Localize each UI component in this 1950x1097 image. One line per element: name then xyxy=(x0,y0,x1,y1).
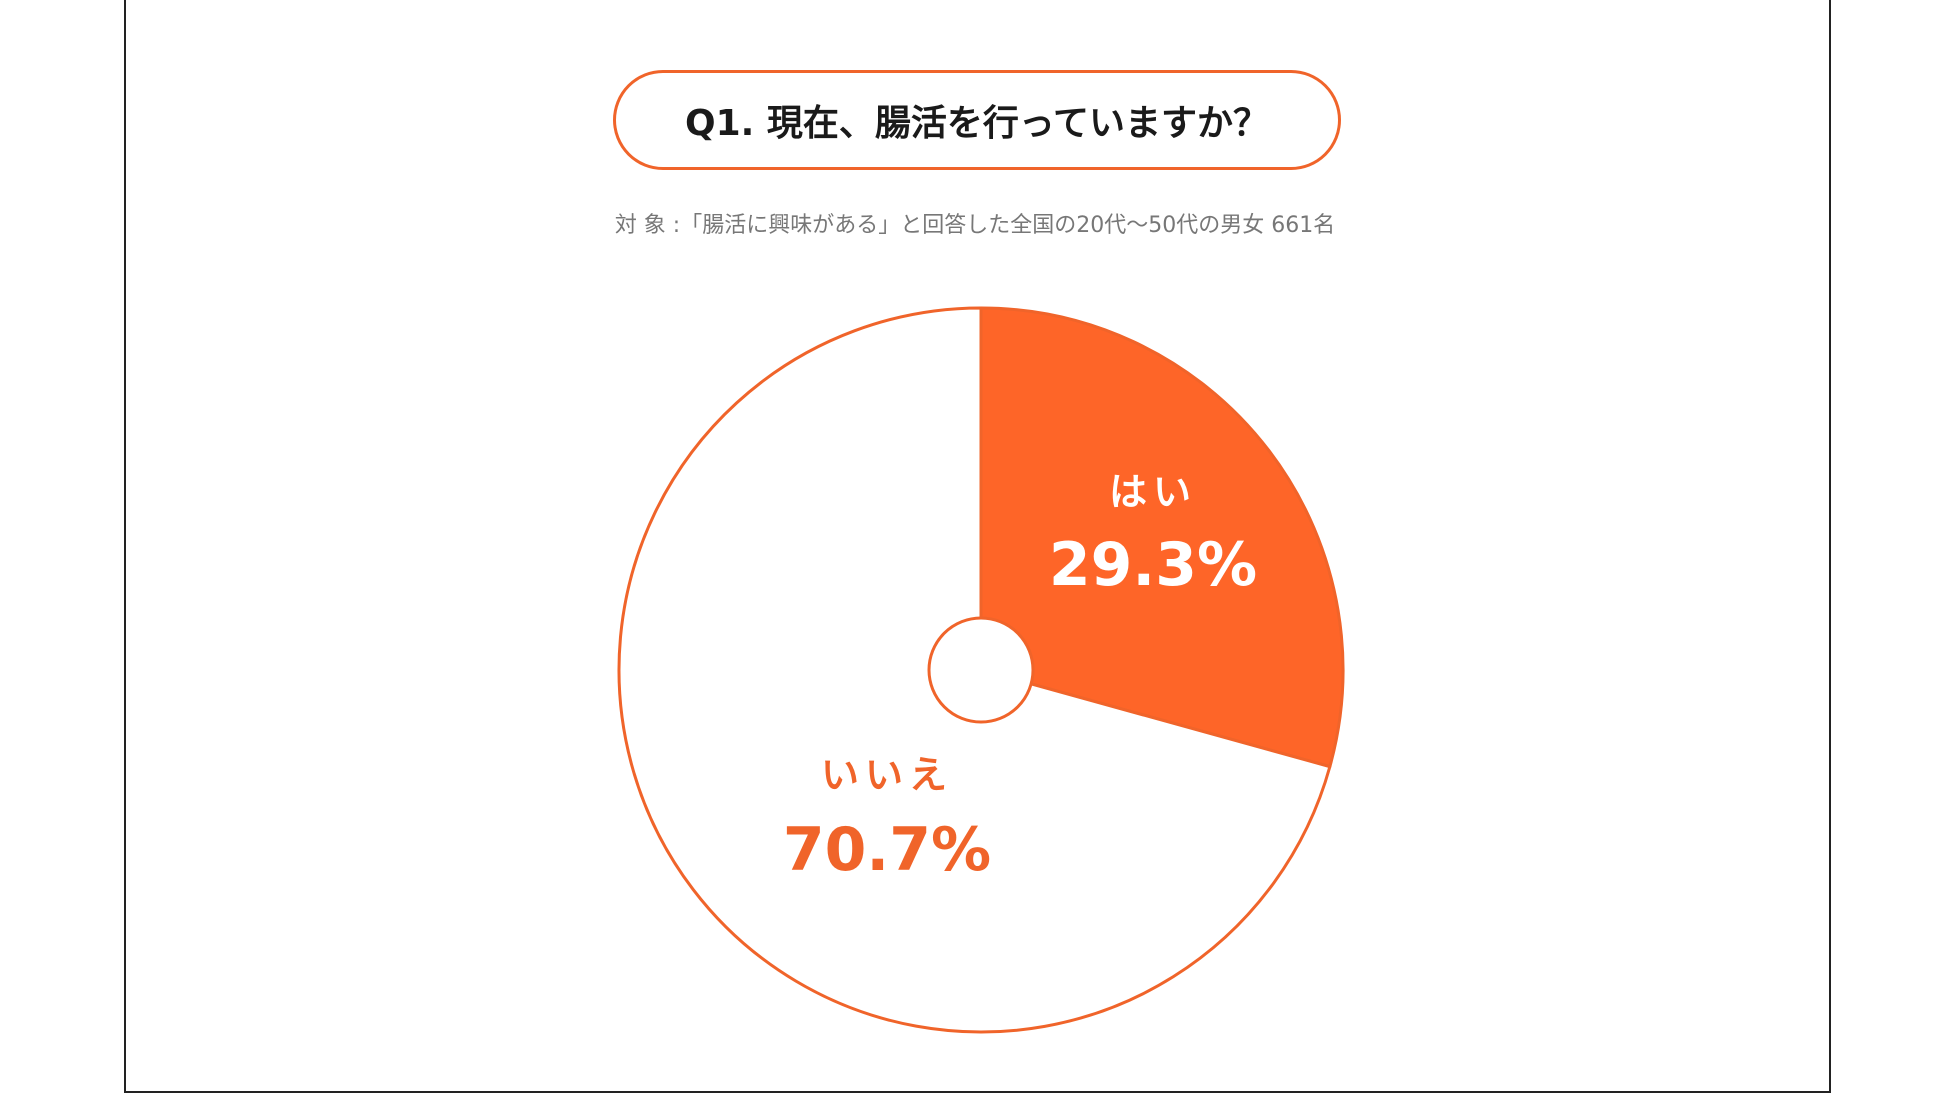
question-title: Q1. 現在、腸活を行っていますか？ xyxy=(684,103,1270,144)
pie-center-hole xyxy=(927,616,1035,724)
pie-slice-yes xyxy=(979,306,1345,769)
slice-label-no: いいえ xyxy=(821,753,953,797)
question-title-pill: Q1. 現在、腸活を行っていますか？ xyxy=(613,70,1341,170)
slice-value-no: 70.7% xyxy=(783,815,991,885)
chart-subtitle: 対 象 :「腸活に興味がある」と回答した全国の20代〜50代の男女 661名 xyxy=(614,213,1336,238)
slice-value-yes: 29.3% xyxy=(1049,530,1257,600)
slice-label-yes: はい xyxy=(1109,470,1197,514)
